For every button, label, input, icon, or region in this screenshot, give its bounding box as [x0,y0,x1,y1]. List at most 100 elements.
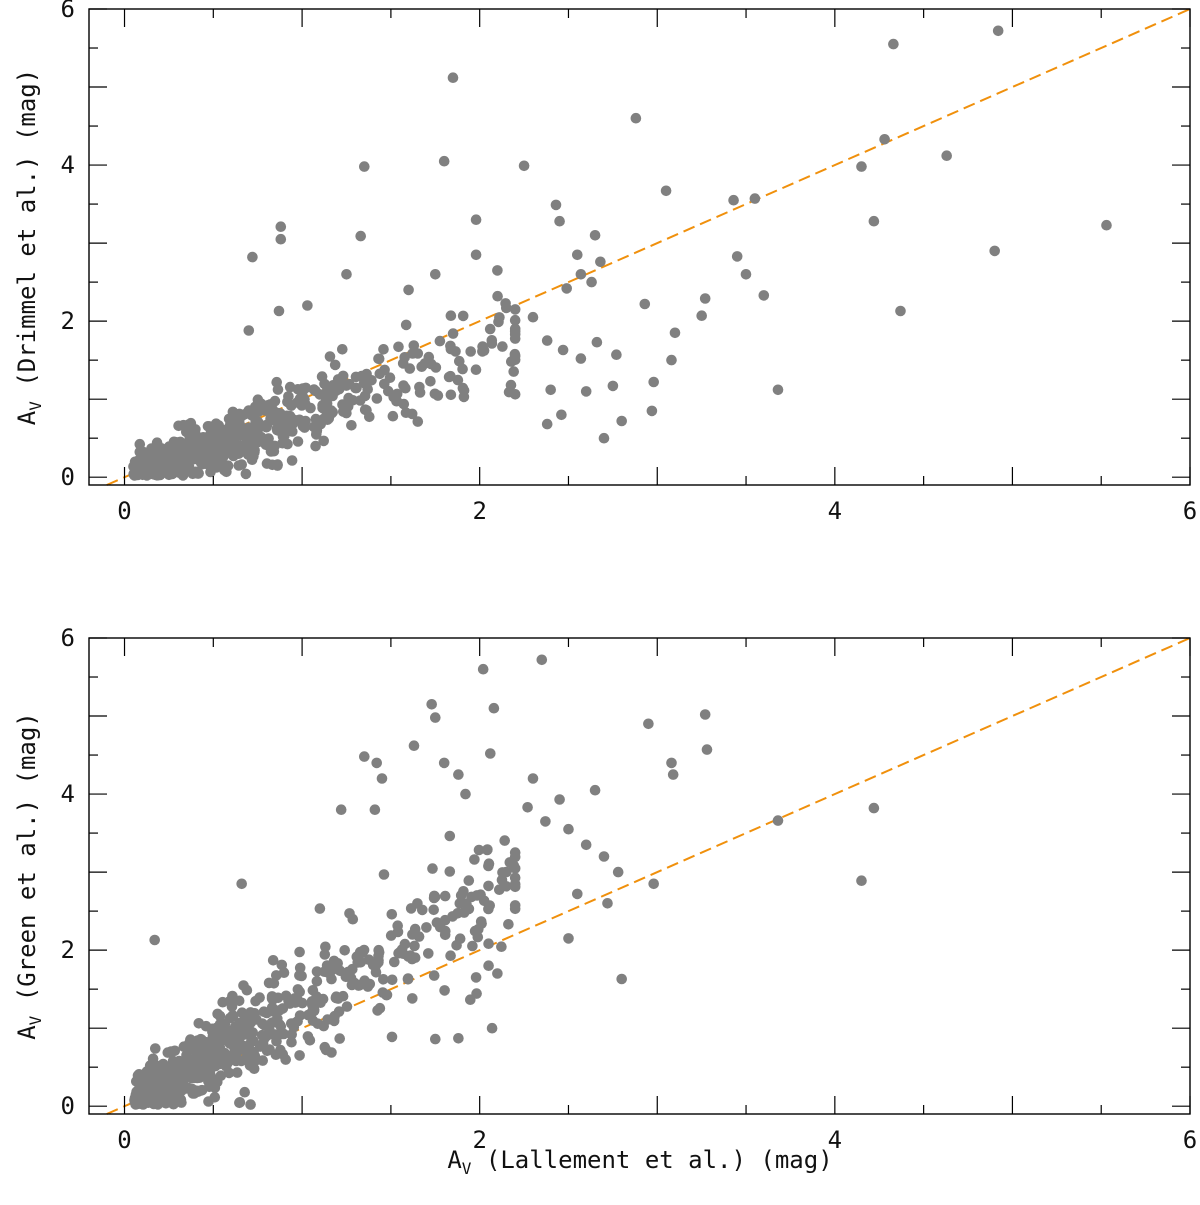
top-data-point [443,371,455,383]
bottom-data-point [643,718,654,730]
top-data-point [554,215,565,227]
bottom-data-point [598,851,610,862]
bottom-data-point [444,830,456,842]
bottom-data-point [346,979,358,991]
top-data-point [406,408,418,420]
bottom-data-point [701,744,713,755]
top-data-point [247,251,258,263]
x-axis-title: AV (Lallement et al.) (mag) [447,1146,832,1178]
bottom-data-point [392,920,404,931]
top-data-point [299,422,310,433]
top-data-point [337,344,348,355]
top-y-tick-label: 0 [61,463,75,491]
top-data-point [611,349,622,361]
bottom-data-point [294,1010,306,1021]
bottom-y-tick-label: 4 [61,780,75,808]
top-data-point [240,468,252,480]
bottom-data-point [182,1062,193,1073]
top-data-point [438,155,450,167]
top-data-point [412,416,424,427]
top-data-point [152,442,163,453]
bottom-data-point [389,956,400,968]
bottom-data-point [168,1098,179,1110]
top-data-point [669,327,681,339]
bottom-data-point [334,1033,346,1044]
top-data-point [509,325,521,337]
bottom-data-point [332,958,344,969]
bottom-data-point [222,1029,233,1041]
top-data-point [393,341,404,353]
top-data-point [359,161,370,172]
bottom-data-point [144,1060,156,1071]
top-data-point [273,305,285,317]
bottom-data-point [527,773,539,784]
top-data-point [310,440,321,452]
top-data-point [170,450,181,462]
bottom-data-point [267,955,279,966]
bottom-data-point [257,1055,269,1066]
bottom-data-point [236,878,247,890]
bottom-data-point [536,654,548,666]
top-data-point [275,233,287,245]
bottom-data-point [233,995,245,1007]
bottom-data-point [320,941,331,953]
bottom-data-point [563,823,574,835]
bottom-data-point [318,1020,330,1032]
top-data-point [432,390,444,401]
bottom-data-point [483,880,494,892]
bottom-data-point [153,1080,165,1092]
top-data-point [426,358,437,370]
bottom-data-point [267,994,279,1005]
top-data-point [527,311,539,323]
bottom-reference-line [106,637,1191,1115]
top-data-point [319,388,331,400]
top-data-point [989,245,1000,257]
bottom-data-point [243,1050,254,1062]
top-data-point [492,290,503,302]
bottom-data-point [428,970,440,981]
bottom-data-point [563,933,574,944]
top-data-point [616,415,627,427]
top-data-point [458,391,470,403]
top-data-point [189,427,200,438]
top-panel: 0 2 4 6 0 2 4 6 AV (Drimmel et al.) (mag) [13,0,1197,525]
top-data-point [470,364,482,376]
bottom-data-point [326,973,337,985]
bottom-data-point [181,1083,193,1094]
bottom-data-point [297,997,308,1009]
top-data-point [285,400,297,412]
top-data-point [731,251,743,262]
bottom-data-point [169,1045,181,1057]
top-data-point [595,256,606,268]
bottom-data-point [228,1042,240,1053]
bottom-data-point [492,968,503,979]
top-data-point [486,338,498,349]
top-data-point [310,385,321,397]
bottom-data-point [294,946,305,958]
top-data-point [327,406,339,418]
top-data-point [400,382,411,394]
bottom-data-point [428,904,440,916]
bottom-data-point [268,1006,279,1017]
top-data-point [856,161,867,172]
bottom-data-point [224,1012,236,1024]
bottom-data-point [376,773,388,784]
bottom-data-point [283,995,294,1006]
top-x-tick-label: 4 [828,497,842,525]
top-data-point [470,249,482,261]
bottom-data-point [277,1049,289,1060]
bottom-data-point [402,974,414,985]
bottom-data-point [772,815,784,826]
bottom-x-tick-label: 2 [472,1126,486,1154]
top-data-point [598,432,610,444]
bottom-data-point [481,844,493,856]
bottom-data-point [458,886,469,897]
bottom-data-point [311,966,323,977]
bottom-points [129,654,880,1110]
bottom-data-point [278,1028,290,1040]
top-data-point [358,377,370,389]
bottom-data-point [292,984,304,995]
top-data-point [272,384,284,395]
top-data-point [222,460,234,472]
